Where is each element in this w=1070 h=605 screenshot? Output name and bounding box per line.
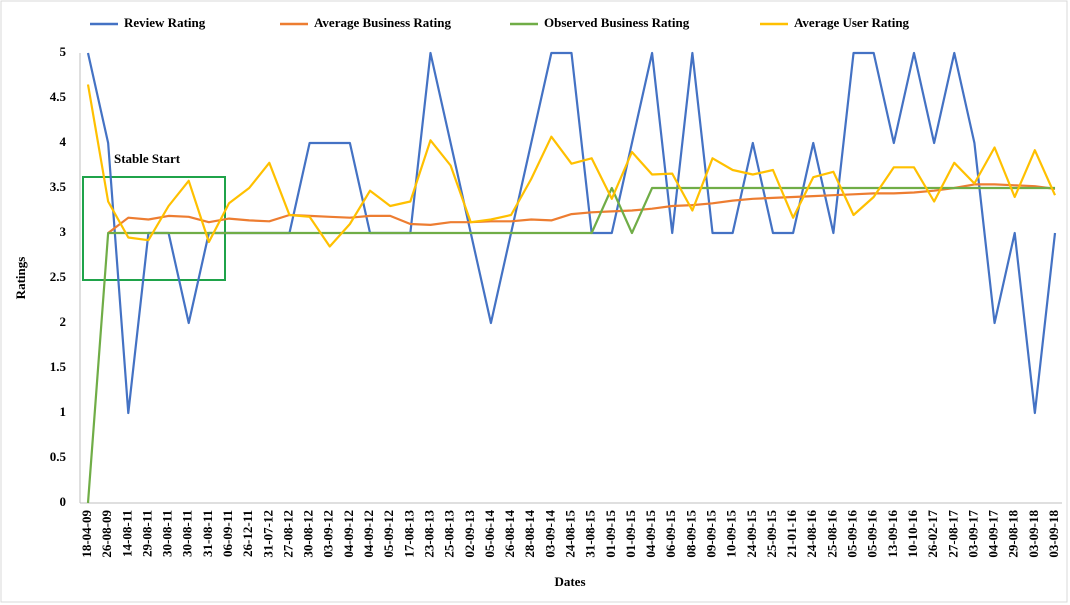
x-tick-label: 30-08-11 bbox=[180, 510, 195, 557]
x-tick-label: 27-08-17 bbox=[945, 510, 960, 558]
legend-label: Review Rating bbox=[124, 15, 206, 30]
x-tick-label: 13-09-16 bbox=[885, 510, 900, 558]
x-tick-label: 10-10-16 bbox=[905, 510, 920, 558]
y-tick-label: 2.5 bbox=[50, 269, 67, 284]
x-tick-label: 18-04-09 bbox=[79, 510, 94, 558]
x-axis-label: Dates bbox=[554, 574, 585, 589]
y-tick-label: 4 bbox=[60, 134, 67, 149]
x-tick-label: 23-08-13 bbox=[421, 510, 436, 558]
y-tick-label: 2 bbox=[60, 314, 67, 329]
x-tick-label: 04-09-15 bbox=[643, 510, 658, 558]
y-tick-label: 1.5 bbox=[50, 359, 67, 374]
x-tick-label: 04-09-17 bbox=[986, 510, 1001, 558]
x-tick-label: 05-06-14 bbox=[482, 510, 497, 558]
x-tick-label: 06-09-15 bbox=[663, 510, 678, 558]
y-tick-label: 0 bbox=[60, 494, 67, 509]
x-tick-label: 03-09-18 bbox=[1026, 510, 1041, 558]
line-series bbox=[107, 183, 1056, 234]
x-tick-label: 30-08-11 bbox=[160, 510, 175, 557]
x-tick-label: 03-09-14 bbox=[542, 510, 557, 558]
x-tick-label: 26-08-14 bbox=[502, 510, 517, 558]
x-tick-label: 31-08-11 bbox=[200, 510, 215, 557]
x-tick-label: 29-08-18 bbox=[1006, 510, 1021, 558]
x-tick-label: 24-08-15 bbox=[562, 510, 577, 558]
x-tick-label: 26-02-17 bbox=[925, 510, 940, 558]
annotation-box bbox=[82, 176, 226, 281]
legend-label: Average Business Rating bbox=[314, 15, 451, 30]
x-tick-label: 05-09-12 bbox=[381, 510, 396, 558]
x-tick-label: 05-09-16 bbox=[845, 510, 860, 558]
x-tick-label: 14-08-11 bbox=[119, 510, 134, 557]
x-tick-label: 06-09-11 bbox=[220, 510, 235, 557]
line-series bbox=[86, 186, 1055, 504]
y-tick-label: 1 bbox=[60, 404, 67, 419]
y-axis-label: Ratings bbox=[13, 257, 28, 300]
x-tick-label: 31-08-15 bbox=[583, 510, 598, 558]
x-tick-label: 25-09-15 bbox=[764, 510, 779, 558]
y-tick-label: 3.5 bbox=[50, 179, 67, 194]
y-tick-label: 0.5 bbox=[50, 449, 67, 464]
x-tick-label: 26-08-09 bbox=[99, 510, 114, 558]
annotation: Stable Start bbox=[114, 151, 181, 166]
x-tick-label: 27-08-12 bbox=[280, 510, 295, 558]
y-tick-label: 4.5 bbox=[50, 89, 67, 104]
x-tick-label: 01-09-15 bbox=[623, 510, 638, 558]
x-tick-label: 25-08-16 bbox=[824, 510, 839, 558]
x-tick-label: 26-12-11 bbox=[240, 510, 255, 557]
x-tick-label: 17-08-13 bbox=[401, 510, 416, 558]
y-tick-label: 3 bbox=[60, 224, 67, 239]
legend-label: Observed Business Rating bbox=[544, 15, 690, 30]
x-tick-label: 01-09-15 bbox=[603, 510, 618, 558]
x-tick-label: 09-09-15 bbox=[704, 510, 719, 558]
x-tick-label: 21-01-16 bbox=[784, 510, 799, 558]
x-tick-label: 04-09-12 bbox=[341, 510, 356, 558]
legend-label: Average User Rating bbox=[794, 15, 910, 30]
x-tick-label: 03-09-17 bbox=[965, 510, 980, 558]
x-tick-label: 24-08-16 bbox=[804, 510, 819, 558]
x-tick-label: 31-07-12 bbox=[260, 510, 275, 558]
line-series bbox=[86, 84, 1057, 248]
x-tick-label: 04-09-12 bbox=[361, 510, 376, 558]
x-tick-label: 25-08-13 bbox=[442, 510, 457, 558]
x-tick-label: 08-09-15 bbox=[683, 510, 698, 558]
x-tick-label: 03-09-18 bbox=[1046, 510, 1061, 558]
x-tick-label: 28-08-14 bbox=[522, 510, 537, 558]
x-tick-label: 29-08-11 bbox=[139, 510, 154, 557]
x-tick-label: 30-08-12 bbox=[301, 510, 316, 558]
x-tick-label: 10-09-15 bbox=[724, 510, 739, 558]
x-tick-label: 05-09-16 bbox=[865, 510, 880, 558]
x-tick-label: 24-09-15 bbox=[744, 510, 759, 558]
x-tick-label: 03-09-12 bbox=[321, 510, 336, 558]
x-tick-label: 02-09-13 bbox=[462, 510, 477, 558]
y-tick-label: 5 bbox=[60, 44, 67, 59]
